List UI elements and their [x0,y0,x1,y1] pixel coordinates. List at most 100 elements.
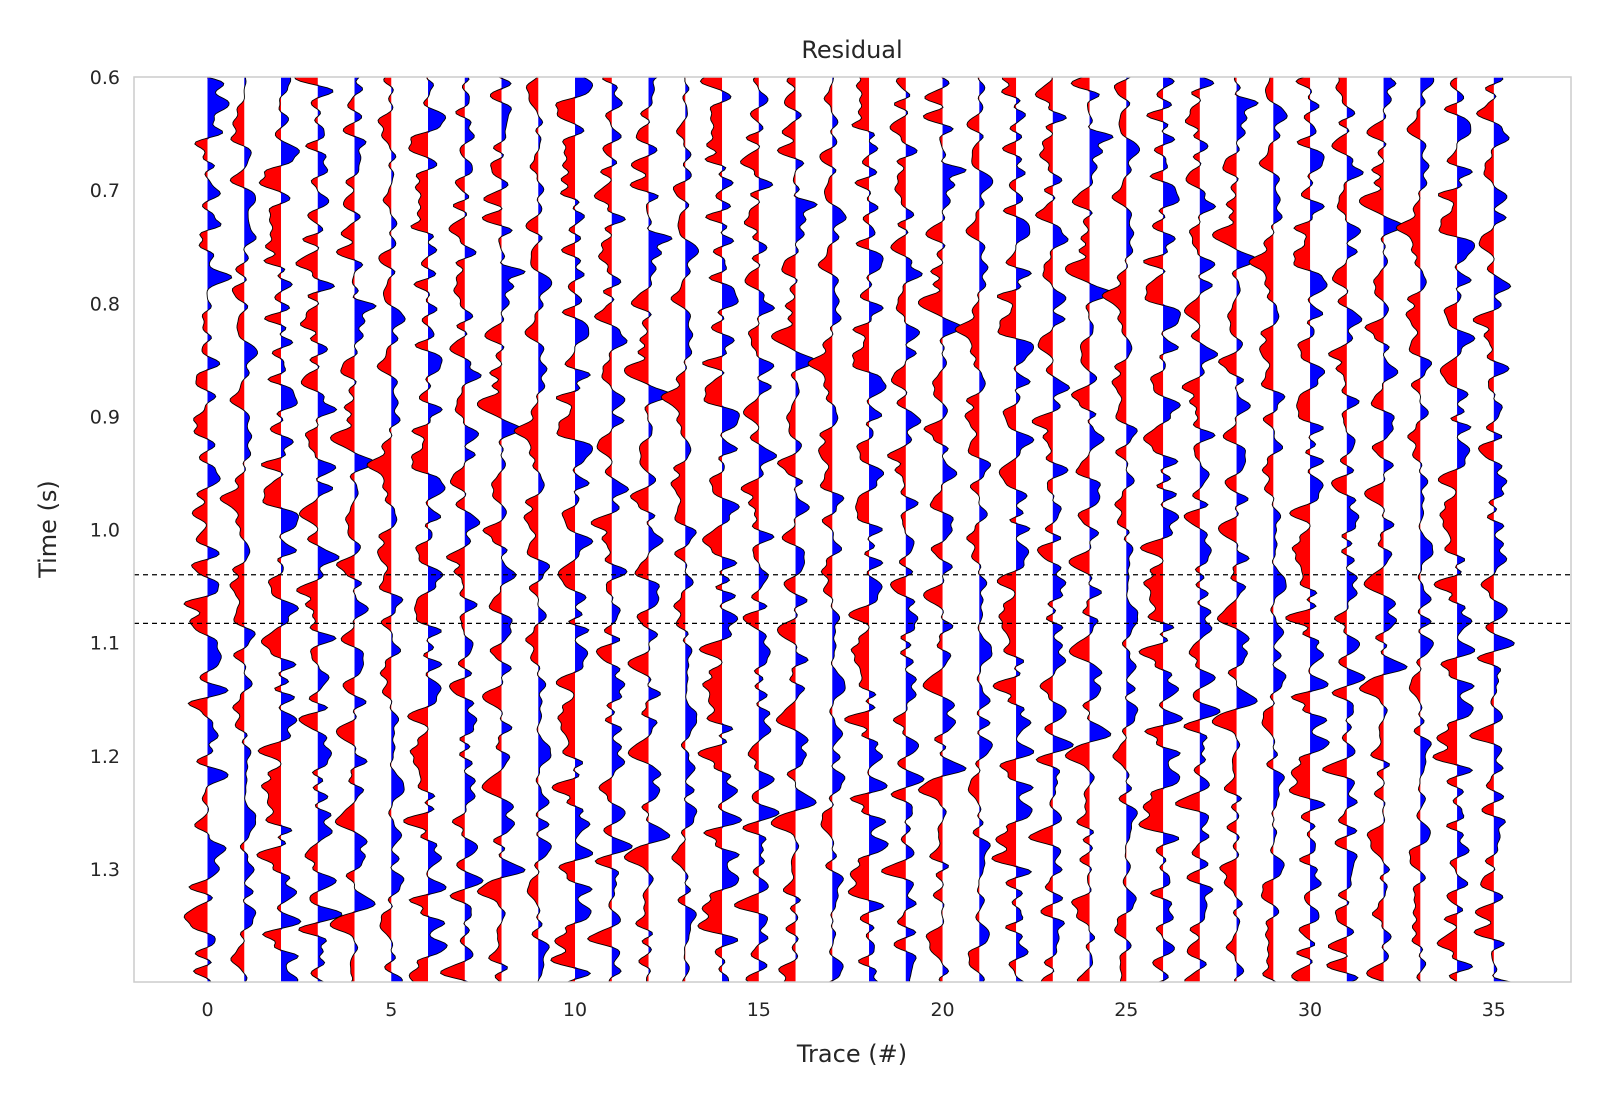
trace-8-negative-fill [477,77,502,982]
trace-17 [807,77,847,982]
trace-34-negative-fill [1432,77,1458,982]
trace-3-positive-fill [317,77,342,982]
trace-9-negative-fill [514,77,539,982]
trace-22-line [991,77,1035,982]
trace-12 [623,77,673,982]
trace-20-line [917,77,967,982]
trace-31-negative-fill [1322,77,1347,982]
trace-1 [219,77,258,982]
trace-32-negative-fill [1359,77,1384,982]
trace-30-positive-fill [1310,77,1330,982]
trace-6 [403,77,448,982]
trace-17-positive-fill [832,77,847,982]
trace-28-line [1211,77,1259,982]
trace-15-negative-fill [734,77,759,982]
y-tick-label: 0.9 [90,406,120,428]
trace-31-positive-fill [1346,77,1366,982]
trace-19 [881,77,925,982]
trace-15-line [734,77,780,982]
trace-10 [550,77,594,982]
x-tick-label: 30 [1298,999,1322,1021]
trace-24 [1064,77,1114,982]
trace-21-negative-fill [955,77,980,982]
trace-35-negative-fill [1469,77,1494,982]
trace-27-line [1175,77,1221,982]
trace-19-line [881,77,925,982]
trace-21-line [954,77,994,982]
trace-28-positive-fill [1236,77,1259,982]
traces-layer [183,77,1515,982]
trace-27-negative-fill [1175,77,1200,982]
trace-14-positive-fill [722,77,742,982]
trace-2-negative-fill [256,77,282,982]
trace-33-line [1395,77,1435,982]
trace-30 [1285,77,1330,982]
trace-32 [1358,77,1408,982]
x-tick-label: 25 [1114,999,1138,1021]
trace-19-negative-fill [881,77,906,982]
trace-23-negative-fill [1028,77,1053,982]
trace-11-negative-fill [587,77,612,982]
trace-22 [991,77,1035,982]
trace-29-negative-fill [1249,77,1274,982]
y-tick-label: 0.8 [90,293,120,315]
trace-13-negative-fill [661,77,686,982]
y-tick-label: 1.2 [90,746,120,768]
trace-14-negative-fill [697,77,723,982]
trace-1-positive-fill [244,77,258,982]
trace-3-line [293,77,343,982]
trace-4-positive-fill [354,77,377,982]
trace-16 [770,77,818,982]
trace-33 [1395,77,1435,982]
trace-34 [1432,77,1476,982]
trace-18 [844,77,889,982]
trace-33-positive-fill [1420,77,1434,982]
trace-20-positive-fill [942,77,967,982]
trace-7-negative-fill [440,77,465,982]
trace-26-negative-fill [1138,77,1164,982]
trace-20 [917,77,967,982]
trace-27 [1175,77,1221,982]
trace-8-positive-fill [501,77,526,982]
trace-25-line [1101,77,1141,982]
y-tick-label: 1.1 [90,633,120,655]
trace-10-positive-fill [575,77,593,982]
trace-15-positive-fill [758,77,779,982]
trace-21-positive-fill [979,77,993,982]
trace-5-negative-fill [367,77,392,982]
trace-35 [1468,77,1515,982]
x-tick-label: 10 [563,999,587,1021]
trace-10-line [550,77,594,982]
trace-16-positive-fill [795,77,818,982]
trace-35-line [1468,77,1515,982]
trace-33-negative-fill [1396,77,1421,982]
plot-frame [133,76,1572,983]
trace-35-positive-fill [1493,77,1515,982]
trace-23-positive-fill [1052,77,1074,982]
trace-14 [697,77,743,982]
trace-0-positive-fill [207,77,232,982]
x-tick-label: 5 [385,999,397,1021]
trace-4-line [329,77,377,982]
y-tick-label: 0.7 [90,180,120,202]
trace-7-positive-fill [464,77,484,982]
x-axis-ticks: 0 5 10 15 20 25 30 35 [201,999,1505,1021]
trace-22-positive-fill [1016,77,1034,982]
trace-9-positive-fill [538,77,552,982]
trace-6-positive-fill [428,77,448,982]
trace-30-negative-fill [1285,77,1311,982]
trace-9-line [513,77,553,982]
trace-3 [293,77,343,982]
trace-23-line [1027,77,1074,982]
x-tick-label: 0 [201,999,213,1021]
trace-0 [183,77,233,982]
trace-7-line [440,77,484,982]
trace-9 [513,77,553,982]
trace-6-negative-fill [403,77,429,982]
y-axis-ticks: 0.6 0.7 0.8 0.9 1.0 1.1 1.2 1.3 [90,67,120,881]
x-tick-label: 35 [1482,999,1506,1021]
trace-2-line [256,77,302,982]
trace-16-line [770,77,818,982]
